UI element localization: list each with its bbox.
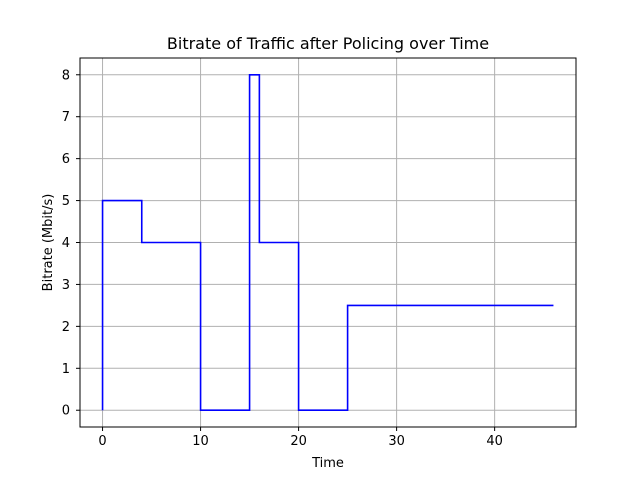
y-tick-label: 2 <box>62 320 70 335</box>
y-axis-label: Bitrate (Mbit/s) <box>41 194 56 292</box>
x-axis-label: Time <box>311 456 344 471</box>
y-tick-label: 7 <box>62 110 70 125</box>
x-tick-label: 40 <box>486 434 503 449</box>
y-tick-label: 1 <box>62 362 70 377</box>
y-tick-label: 6 <box>62 152 70 167</box>
x-tick-label: 0 <box>98 434 106 449</box>
axis-ticks: 0 10 20 30 40 0 1 2 3 4 5 6 7 8 <box>62 68 503 449</box>
x-tick-label: 20 <box>290 434 307 449</box>
x-tick-label: 10 <box>192 434 209 449</box>
y-tick-label: 4 <box>62 236 70 251</box>
chart-title: Bitrate of Traffic after Policing over T… <box>167 34 489 53</box>
y-tick-label: 0 <box>62 404 70 419</box>
y-tick-label: 8 <box>62 68 70 83</box>
series-layer <box>101 73 554 412</box>
y-tick-label: 3 <box>62 278 70 293</box>
bitrate-series-line <box>101 73 554 412</box>
x-tick-label: 30 <box>388 434 405 449</box>
y-tick-label: 5 <box>62 194 70 209</box>
